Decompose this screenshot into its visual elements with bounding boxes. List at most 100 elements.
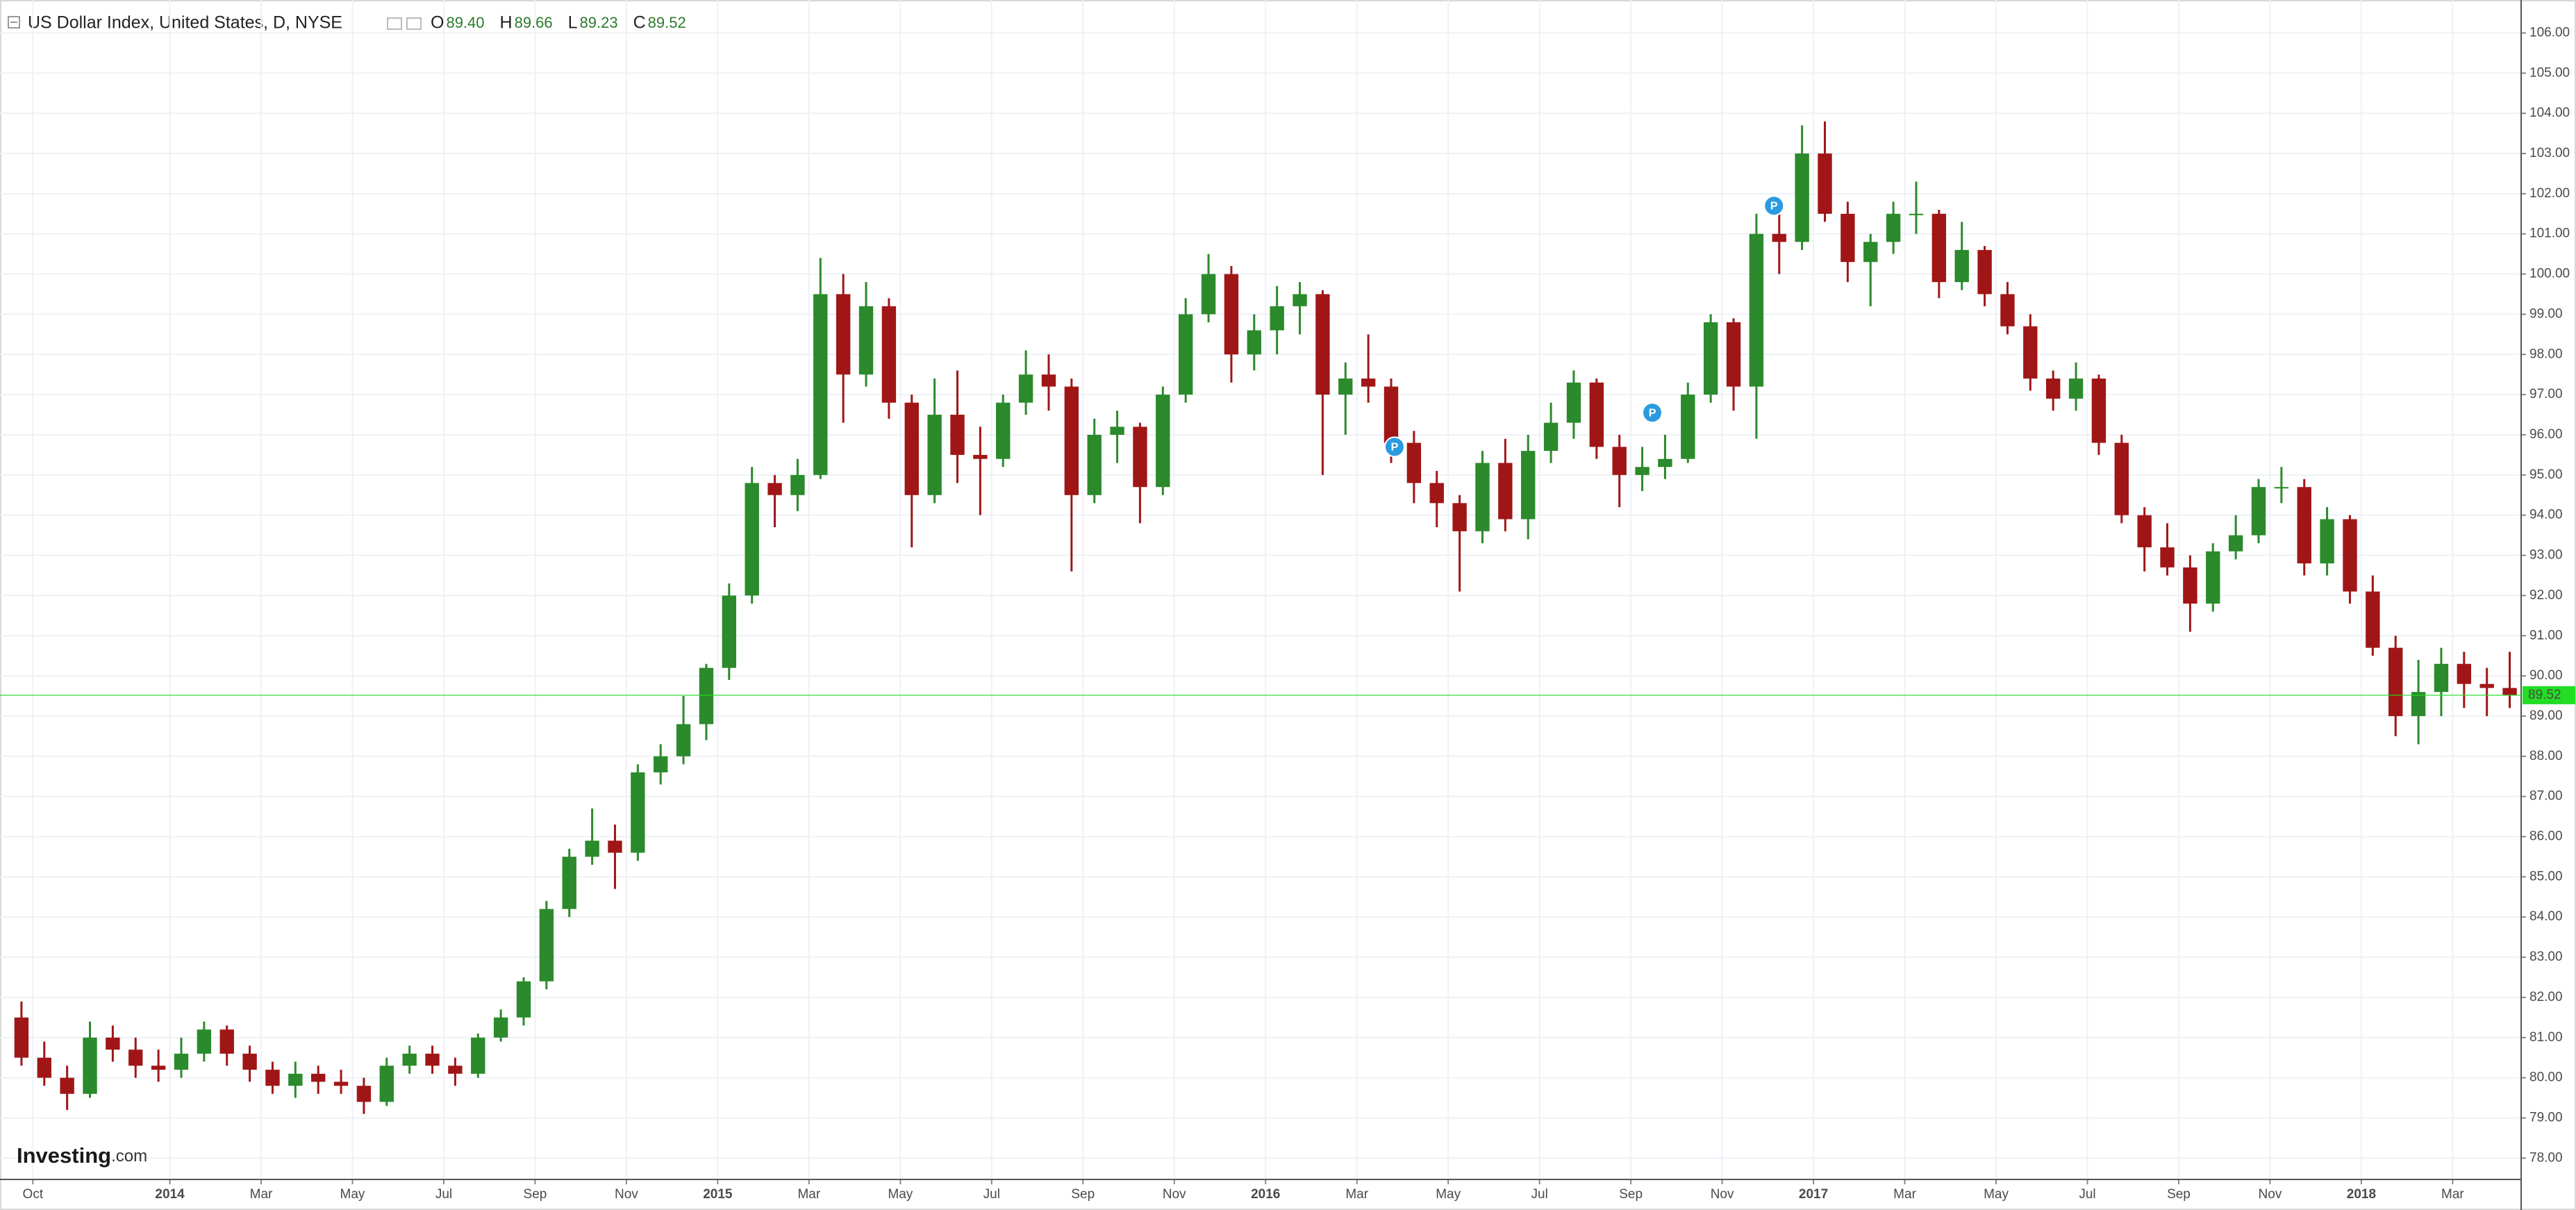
candle-body bbox=[1110, 426, 1124, 435]
candle-body bbox=[1613, 447, 1627, 474]
x-tick-label: Mar bbox=[1345, 1187, 1368, 1202]
candle-body bbox=[1475, 463, 1489, 531]
candle-body bbox=[38, 1058, 51, 1078]
x-tick-label: Mar bbox=[2441, 1187, 2464, 1202]
candle-body bbox=[1681, 395, 1695, 459]
candle-body bbox=[882, 306, 896, 403]
candle-body bbox=[1202, 274, 1215, 315]
candle-body bbox=[2388, 648, 2402, 716]
candle-body bbox=[357, 1086, 371, 1102]
x-tick-label: Jul bbox=[435, 1187, 452, 1202]
x-tick-label: Sep bbox=[2167, 1187, 2191, 1202]
candle-body bbox=[2183, 567, 2197, 604]
legend-label: C bbox=[633, 13, 646, 33]
candle-body bbox=[2434, 664, 2448, 692]
candle-body bbox=[1042, 374, 1056, 386]
candle-body bbox=[1840, 214, 1854, 262]
candle-body bbox=[2457, 664, 2471, 684]
watermark-brand-text: Investing bbox=[17, 1143, 111, 1168]
x-tick-label: Sep bbox=[1619, 1187, 1643, 1202]
candle-body bbox=[2023, 326, 2037, 379]
candle-body bbox=[927, 415, 941, 495]
candle-body bbox=[631, 772, 645, 853]
x-tick-label: Oct bbox=[23, 1187, 44, 1202]
candle-body bbox=[1247, 331, 1261, 355]
candle-body bbox=[2069, 379, 2083, 399]
candle-body bbox=[2502, 688, 2516, 695]
y-tick-label: 102.00 bbox=[2529, 186, 2570, 201]
y-tick-label: 103.00 bbox=[2529, 146, 2570, 160]
legend-label: O bbox=[431, 13, 444, 33]
candle-body bbox=[2046, 379, 2060, 399]
candle-body bbox=[2343, 519, 2357, 591]
candle-body bbox=[813, 294, 827, 474]
candle-body bbox=[2115, 443, 2129, 515]
x-tick-label: Nov bbox=[1163, 1187, 1186, 1202]
candle-body bbox=[380, 1066, 394, 1102]
y-tick-label: 80.00 bbox=[2529, 1070, 2563, 1085]
x-tick-label: Mar bbox=[1893, 1187, 1916, 1202]
y-tick-label: 90.00 bbox=[2529, 668, 2563, 683]
candle-body bbox=[1293, 294, 1306, 306]
y-tick-label: 95.00 bbox=[2529, 467, 2563, 482]
candle-body bbox=[1407, 443, 1421, 483]
candle-body bbox=[1498, 463, 1512, 519]
candle-body bbox=[334, 1081, 348, 1086]
y-tick-label: 79.00 bbox=[2529, 1110, 2563, 1125]
candle-body bbox=[517, 981, 531, 1018]
x-tick-label: 2014 bbox=[155, 1187, 185, 1202]
candle-body bbox=[1315, 294, 1329, 395]
candle-body bbox=[1521, 451, 1535, 519]
candle-body bbox=[1932, 214, 1946, 282]
candle-body bbox=[1750, 234, 1763, 387]
y-tick-label: 98.00 bbox=[2529, 347, 2563, 361]
chart: US Dollar Index, United States, D, NYSE … bbox=[0, 0, 2576, 1210]
candle-body bbox=[1179, 314, 1193, 395]
candle-body bbox=[859, 306, 873, 374]
y-tick-label: 96.00 bbox=[2529, 427, 2563, 442]
event-marker-label: P bbox=[1649, 407, 1656, 419]
candle-body bbox=[1544, 423, 1558, 451]
candle-body bbox=[2320, 519, 2334, 563]
y-tick-label: 93.00 bbox=[2529, 548, 2563, 563]
x-tick-label: 2015 bbox=[703, 1187, 733, 1202]
candle-body bbox=[836, 294, 850, 374]
y-tick-label: 100.00 bbox=[2529, 267, 2570, 281]
y-tick-label: 92.00 bbox=[2529, 588, 2563, 602]
candle-body bbox=[471, 1038, 485, 1074]
candle-body bbox=[1452, 503, 1466, 531]
candle-body bbox=[15, 1018, 28, 1058]
x-tick-label: Sep bbox=[524, 1187, 547, 1202]
candle-body bbox=[2252, 487, 2266, 535]
candle-body bbox=[1772, 234, 1786, 242]
y-tick-label: 106.00 bbox=[2529, 25, 2570, 40]
candle-body bbox=[1065, 387, 1079, 495]
legend-value: 89.23 bbox=[580, 14, 618, 31]
x-tick-label: Jul bbox=[1531, 1187, 1548, 1202]
legend-label: L bbox=[568, 13, 578, 33]
candle-body bbox=[448, 1066, 462, 1074]
candle-body bbox=[1270, 306, 1283, 331]
y-tick-label: 105.00 bbox=[2529, 65, 2570, 80]
y-tick-label: 104.00 bbox=[2529, 106, 2570, 120]
candle-body bbox=[1863, 242, 1877, 262]
candle-body bbox=[699, 668, 713, 724]
candle-body bbox=[425, 1054, 439, 1066]
candle-body bbox=[1818, 154, 1831, 214]
candle-body bbox=[1658, 459, 1672, 467]
candle-body bbox=[288, 1074, 302, 1086]
candle-body bbox=[1361, 379, 1375, 387]
candle-body bbox=[220, 1029, 234, 1054]
x-tick-label: 2017 bbox=[1799, 1187, 1828, 1202]
y-tick-label: 87.00 bbox=[2529, 789, 2563, 804]
candle-body bbox=[950, 415, 964, 455]
y-tick-label: 88.00 bbox=[2529, 749, 2563, 763]
candle-body bbox=[1133, 426, 1147, 487]
x-tick-label: Jul bbox=[2079, 1187, 2095, 1202]
y-tick-label: 99.00 bbox=[2529, 306, 2563, 321]
candle-body bbox=[608, 840, 622, 852]
candle-body bbox=[973, 455, 987, 459]
last-price-label: 89.52 bbox=[2528, 688, 2561, 702]
x-tick-label: 2018 bbox=[2347, 1187, 2376, 1202]
candle-body bbox=[265, 1070, 279, 1086]
